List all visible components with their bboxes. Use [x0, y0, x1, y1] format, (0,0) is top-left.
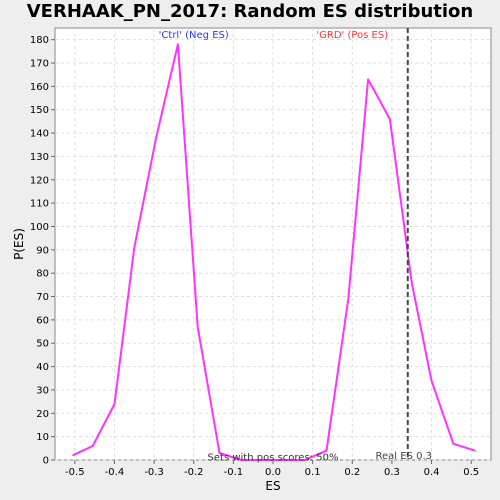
y-tick-label: 160 [30, 82, 49, 93]
x-tick-label: 0.5 [463, 467, 479, 478]
y-tick-label: 80 [36, 269, 49, 280]
data-layer [72, 28, 476, 461]
y-tick-label: 180 [30, 35, 49, 46]
data-point [260, 459, 262, 461]
grid [55, 28, 491, 461]
y-axis-title: P(ES) [12, 228, 26, 260]
x-tick-label: -0.2 [184, 467, 204, 478]
x-tick-label: 0.0 [265, 467, 281, 478]
x-tick-label: -0.4 [105, 467, 125, 478]
x-tick-label: 0.3 [384, 467, 400, 478]
data-point [411, 281, 413, 284]
chart-title: VERHAAK_PN_2017: Random ES distribution [26, 1, 474, 22]
y-tick-label: 170 [30, 59, 49, 70]
annotation-layer: Real ES 0.3 'Ctrl' (Neg ES) 'GRD' (Pos ES)… [159, 30, 432, 464]
x-tick-label: 0.1 [305, 467, 321, 478]
data-point [218, 452, 221, 454]
y-tick-label: 50 [36, 339, 49, 350]
y-tick-label: 150 [30, 105, 49, 116]
data-point [304, 459, 306, 461]
y-tick-label: 130 [30, 152, 49, 163]
data-point [325, 450, 328, 452]
y-tick-label: 40 [36, 362, 49, 373]
data-point [452, 443, 454, 445]
data-point [72, 454, 74, 456]
data-point [155, 137, 157, 139]
x-tick-label: 0.2 [344, 467, 360, 478]
y-tick-label: 110 [30, 199, 49, 210]
data-point [113, 403, 116, 405]
data-point [347, 298, 349, 300]
y-tick-label: 60 [36, 315, 49, 326]
data-point [92, 445, 94, 447]
x-tick-label: -0.3 [144, 467, 164, 478]
axes: 0 10 20 30 40 50 60 70 80 90 100 110 120 130 140 150 160… [30, 35, 479, 478]
chart-annotation: 'Ctrl' (Neg ES) [159, 30, 229, 41]
y-tick-label: 90 [36, 245, 49, 256]
y-tick-label: 120 [30, 175, 49, 186]
y-tick-label: 30 [36, 385, 49, 396]
data-point [177, 43, 179, 45]
data-point [133, 246, 135, 249]
data-point [284, 459, 286, 461]
x-tick-label: 0.4 [424, 467, 440, 478]
x-tick-label: -0.5 [65, 467, 85, 478]
data-point [430, 380, 433, 382]
x-tick-label: -0.1 [224, 467, 244, 478]
data-point [197, 326, 199, 328]
chart-annotation: Sets with pos scores: 50% [208, 453, 339, 464]
y-tick-label: 20 [36, 409, 49, 420]
x-axis-title: ES [265, 479, 280, 493]
data-point [389, 118, 391, 120]
y-tick-label: 100 [30, 222, 49, 233]
data-point [240, 459, 242, 461]
real-es-label: Real ES 0.3 [376, 451, 432, 462]
data-point [474, 450, 476, 452]
data-point [367, 78, 369, 80]
y-tick-label: 0 [43, 456, 49, 467]
y-tick-label: 70 [36, 292, 49, 303]
y-tick-label: 140 [30, 129, 49, 140]
y-tick-label: 10 [36, 432, 49, 443]
chart-annotation: 'GRD' (Pos ES) [316, 30, 388, 41]
